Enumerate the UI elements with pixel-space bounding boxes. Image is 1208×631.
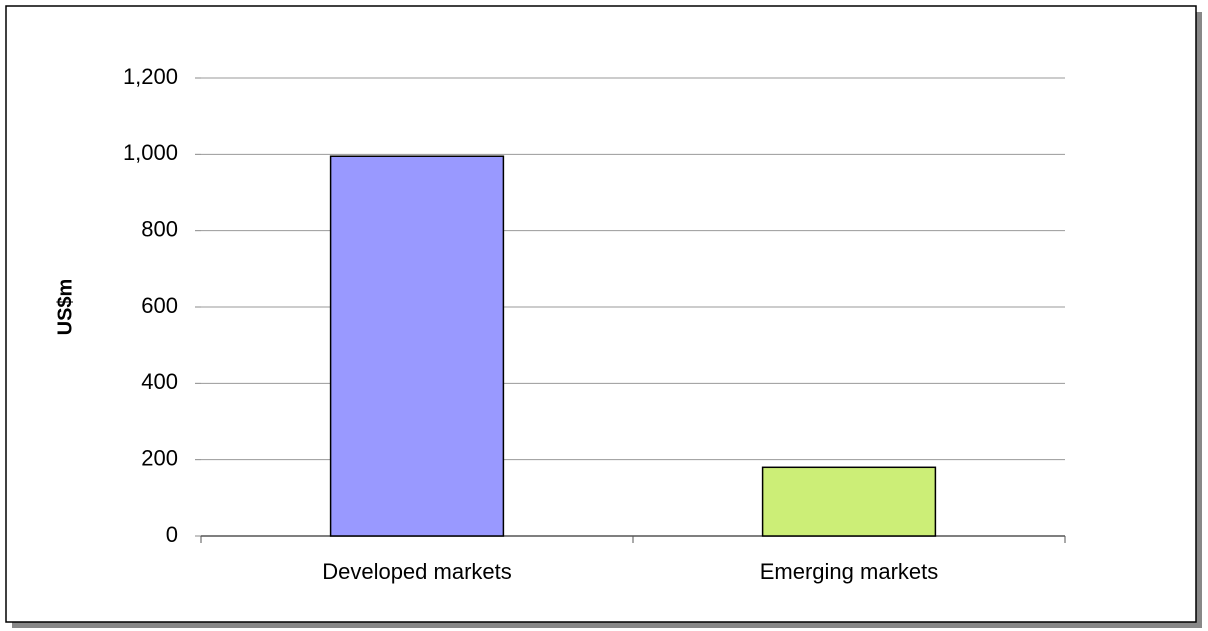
x-tick-label: Emerging markets [760,559,939,584]
y-tick-label: 0 [166,522,178,547]
y-tick-label: 400 [141,369,178,394]
y-tick-label: 800 [141,216,178,241]
bar [761,466,937,537]
y-tick-label: 1,000 [123,140,178,165]
x-tick-label: Developed markets [322,559,512,584]
frame [5,5,1197,623]
y-tick-label: 200 [141,445,178,470]
y-tick-label: 1,200 [123,64,178,89]
y-axis-title: US$m [54,279,76,336]
y-tick-label: 600 [141,293,178,318]
bar [329,155,505,537]
